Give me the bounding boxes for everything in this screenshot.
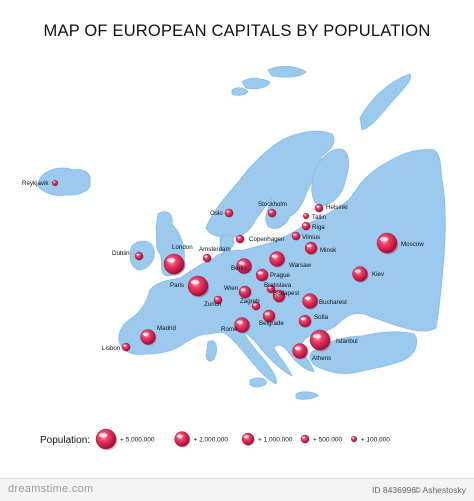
city-label-zurich: Zurich [204, 301, 222, 308]
city-label-london: London [172, 244, 193, 251]
city-label-riga: Riga [312, 224, 325, 231]
legend-item-label: + 5.000.000 [120, 437, 155, 444]
city-marker-wien [238, 285, 252, 299]
city-marker-riga [301, 221, 311, 231]
city-marker-oslo [224, 208, 234, 218]
crete-landmass [295, 391, 319, 400]
city-label-stockholm: Stockholm [258, 201, 287, 208]
city-marker-paris [187, 275, 210, 298]
city-label-prague: Prague [270, 272, 291, 279]
city-label-athens: Athens [312, 355, 331, 362]
city-label-belgrade: Belgrade [259, 320, 284, 327]
city-label-moscow: Moscow [401, 241, 424, 248]
city-marker-reykjavik [52, 179, 59, 187]
city-marker-athens [292, 343, 309, 360]
city-label-bratislava: Bratislava [264, 282, 292, 289]
city-marker-moscow [376, 232, 399, 255]
city-marker-tallin [303, 212, 310, 220]
city-label-kiev: Kiev [372, 271, 385, 278]
city-label-lisbon: Lisbon [102, 345, 121, 352]
city-marker-bucharest [302, 293, 319, 310]
city-label-reykjavik: Reykjavik [22, 180, 49, 187]
denmark-landmass [219, 234, 235, 252]
legend-label: Population: [40, 435, 91, 446]
city-label-minsk: Minsk [320, 247, 337, 254]
sicily-landmass [249, 377, 267, 388]
city-label-copenhagen: Copenhagen [249, 236, 285, 243]
footer-author: © Ashestosky [414, 485, 466, 495]
city-marker-kiev [352, 266, 369, 283]
legend-item-label: + 1.000.000 [258, 437, 293, 444]
city-marker-helsinki [314, 203, 324, 213]
city-label-helsinki: Helsinki [326, 204, 348, 211]
city-marker-rome [234, 317, 251, 334]
arctic-island-landmass [267, 66, 307, 78]
city-marker-stockholm [267, 208, 277, 218]
city-label-amsterdam: Amsterdam [199, 246, 231, 253]
legend-marker-2000000 [174, 431, 191, 448]
city-label-paris: Paris [170, 282, 184, 289]
legend-marker-5000000 [95, 428, 118, 451]
city-marker-warsaw [269, 251, 286, 268]
city-markers: Reykjavik Oslo Stockholm Helsinki Tallin Riga… [22, 179, 424, 362]
city-marker-sofia [298, 314, 312, 328]
iceland-landmass [37, 167, 91, 196]
city-marker-london [163, 253, 186, 276]
city-marker-prague [255, 268, 269, 282]
legend-marker-500000 [300, 434, 310, 444]
city-marker-copenhagen [235, 234, 245, 244]
population-legend: + 5.000.000 + 2.000.000 + 1.000.000 + 500.0… [95, 428, 390, 451]
city-marker-zagreb [251, 301, 261, 311]
scandinavia-landmass [205, 130, 335, 238]
city-label-oslo: Oslo [210, 210, 223, 217]
city-label-wien: Wien [224, 285, 239, 292]
footer-bar: dreamstime.com ID 8436996 © Ashestosky [0, 478, 474, 501]
sardinia-landmass [205, 340, 217, 362]
city-marker-dublin [134, 251, 144, 261]
city-marker-budapest [272, 289, 286, 303]
city-marker-madrid [140, 329, 157, 346]
city-label-istanbul: Istanbul [336, 338, 358, 345]
europe-map: Reykjavik Oslo Stockholm Helsinki Tallin Riga… [22, 66, 446, 451]
city-label-zagreb: Zagreb [240, 298, 260, 305]
city-label-madrid: Madrid [157, 325, 176, 332]
city-label-budapest: Budapest [273, 290, 299, 297]
city-label-warsaw: Warsaw [289, 262, 312, 269]
city-label-dublin: Dublin [112, 250, 130, 257]
finland-landmass [311, 148, 349, 207]
city-marker-amsterdam [202, 253, 212, 263]
city-label-tallin: Tallin [312, 214, 327, 221]
map-title: MAP OF EUROPEAN CAPITALS BY POPULATION [43, 22, 431, 40]
legend-marker-1000000 [241, 432, 255, 446]
city-marker-vilnius [291, 231, 301, 241]
legend-item-label: + 100.000 [361, 437, 390, 444]
footer-image-id: ID 8436996 [372, 485, 416, 495]
legend-item-label: + 500.000 [313, 437, 342, 444]
city-marker-lisbon [121, 342, 131, 352]
legend-marker-100000 [351, 436, 358, 443]
city-marker-istanbul [309, 329, 332, 352]
city-label-bucharest: Bucharest [319, 299, 347, 306]
novaya-zemlya-landmass [359, 73, 412, 131]
city-marker-minsk [304, 241, 318, 255]
anatolia-landmass [309, 331, 418, 374]
city-marker-belgrade [262, 309, 276, 323]
city-label-vilnius: Vilnius [302, 234, 320, 241]
city-marker-bratislava [266, 284, 276, 294]
city-marker-berlin [236, 258, 253, 275]
city-label-rome: Rome [221, 326, 238, 333]
city-label-berlin: Berlin [231, 265, 247, 272]
footer-logo: dreamstime.com [8, 483, 94, 495]
arctic-island-landmass [241, 77, 271, 90]
city-label-sofia: Sofia [314, 314, 329, 321]
city-marker-zurich [213, 295, 223, 305]
arctic-island-landmass [231, 87, 249, 96]
legend-item-label: + 2.000.000 [194, 437, 229, 444]
